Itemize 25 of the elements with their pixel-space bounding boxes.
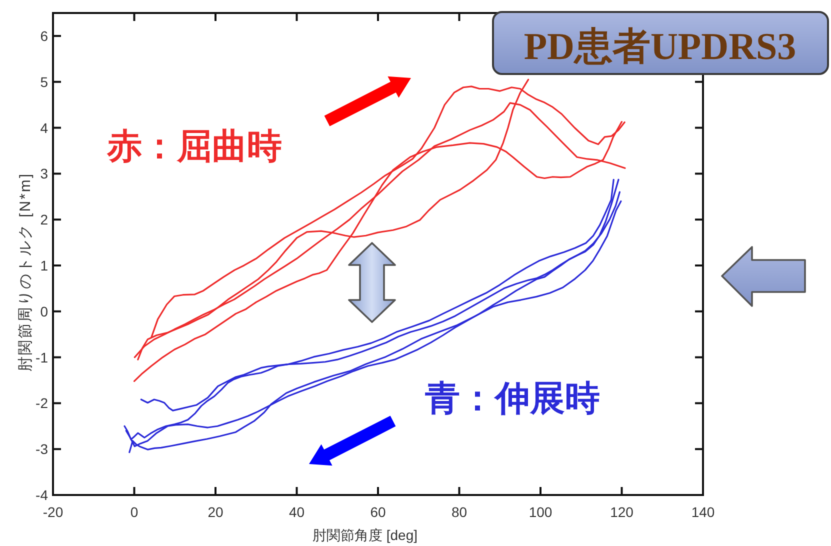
- xtick: 0: [130, 504, 138, 520]
- ytick: 0: [40, 303, 48, 320]
- xtick: 60: [370, 504, 386, 520]
- xtick: -20: [42, 504, 64, 520]
- ytick: 2: [40, 212, 48, 228]
- xtick: 80: [451, 504, 468, 520]
- xtick: 140: [691, 504, 715, 520]
- xtick: 40: [288, 504, 305, 520]
- annotation: 赤：屈曲時: [107, 127, 282, 166]
- ytick: -4: [36, 487, 48, 503]
- ylabel: 肘関節周りのトルク [N*m]: [17, 172, 34, 372]
- ytick: -3: [36, 441, 48, 458]
- ytick: 3: [40, 166, 48, 182]
- xtick: 120: [610, 504, 634, 520]
- ytick: 1: [40, 257, 48, 274]
- ytick: -2: [36, 395, 48, 412]
- annotation: 青：伸展時: [425, 379, 600, 418]
- ytick: 5: [40, 74, 48, 90]
- xtick: 20: [208, 504, 224, 520]
- xlabel: 肘関節角度 [deg]: [312, 527, 418, 543]
- chart-title: PD患者UPDRS3: [524, 26, 796, 68]
- ytick: -1: [36, 349, 48, 366]
- xtick: 100: [528, 504, 552, 520]
- ytick: 4: [40, 120, 48, 136]
- ytick: 6: [40, 28, 48, 44]
